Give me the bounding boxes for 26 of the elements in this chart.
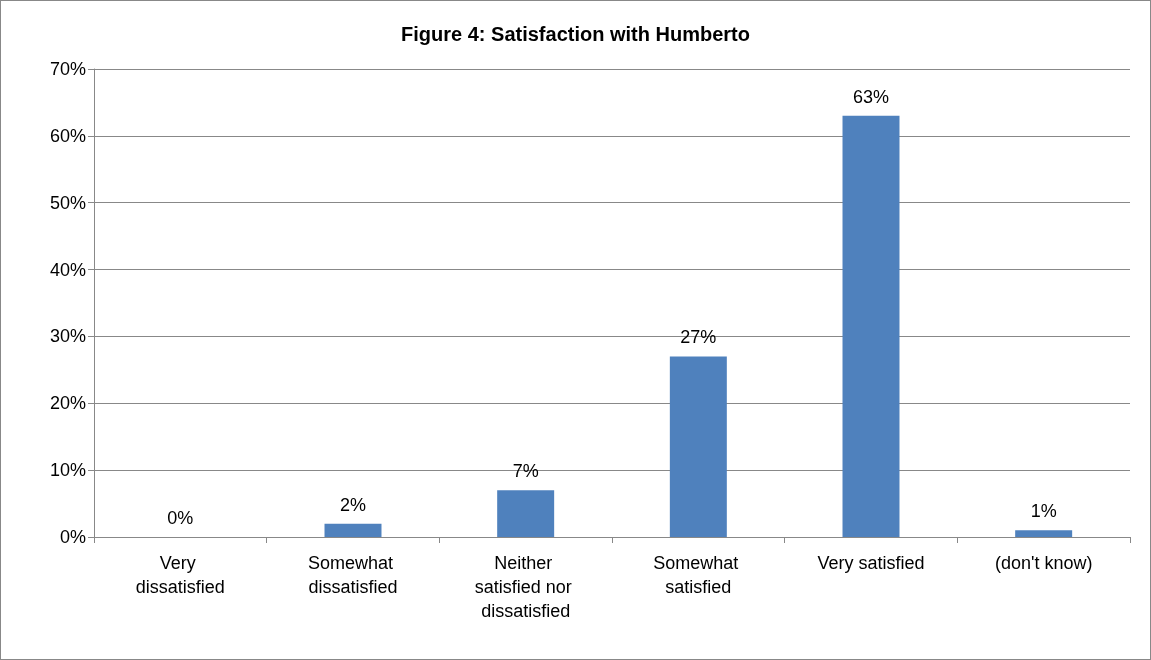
x-tick-label: Very dissatisfied [135,553,225,597]
y-tick-label: 10% [49,460,86,481]
bar [842,115,900,537]
data-label: 1% [1030,501,1057,522]
data-label: 27% [680,327,717,348]
y-tick-label: 30% [49,326,86,347]
y-tick-label: 20% [49,393,86,414]
y-tick-label: 0% [59,527,86,547]
data-label: 0% [167,508,194,528]
x-tick-label: Somewhat dissatisfied [307,553,399,597]
x-tick-label: (don't know) [994,553,1093,573]
bar [1015,530,1073,537]
bar [497,490,555,537]
bar [324,523,382,537]
y-tick-label: 50% [49,192,86,213]
data-label: 63% [852,86,890,107]
y-tick-label: 70% [49,59,86,79]
chart-title: Figure 4: Satisfaction with Humberto [401,23,750,45]
x-tick-label: Somewhat satisfied [653,553,744,597]
data-label: 7% [512,461,539,482]
bar [669,356,727,537]
x-tick-label: Very satisfied [817,553,925,573]
y-tick-label: 60% [49,125,86,146]
x-tick-label: Neither satisfied nor dissatisfied [474,553,577,621]
y-tick-label: 40% [49,259,86,280]
data-label: 2% [339,494,367,515]
